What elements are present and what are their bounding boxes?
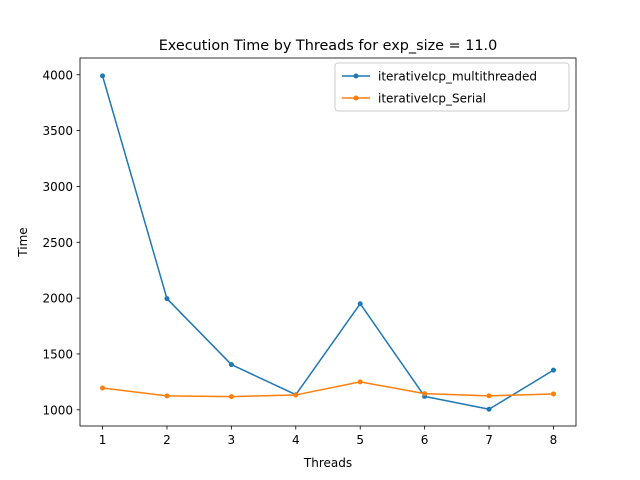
x-tick-label: 6 — [421, 433, 429, 447]
data-point — [228, 394, 234, 400]
data-point — [357, 379, 363, 385]
data-point — [100, 385, 106, 391]
y-axis-label: Time — [16, 227, 30, 257]
legend-label: iterativeIcp_Serial — [378, 92, 486, 106]
legend-label: iterativeIcp_multithreaded — [378, 70, 537, 84]
series-line — [101, 75, 554, 410]
x-tick-label: 4 — [292, 433, 300, 447]
data-point — [422, 391, 428, 397]
y-tick-label: 3500 — [42, 124, 73, 138]
legend-box — [334, 62, 570, 112]
legend-marker — [353, 73, 359, 79]
data-point — [228, 362, 234, 368]
legend: iterativeIcp_multithreaded iterativeIcp_S… — [334, 62, 570, 112]
y-tick-label: 1000 — [42, 403, 73, 417]
data-point — [293, 392, 299, 398]
x-axis-label: Threads — [303, 456, 352, 470]
data-point — [357, 301, 363, 307]
x-tick-label: 1 — [99, 433, 107, 447]
x-tick-label: 3 — [228, 433, 236, 447]
data-point — [486, 393, 492, 399]
y-tick-label: 3000 — [42, 180, 73, 194]
x-tick-label: 5 — [356, 433, 364, 447]
data-point — [164, 393, 170, 399]
x-tick-label: 8 — [550, 433, 558, 447]
data-point — [100, 73, 106, 79]
x-tick-label: 7 — [485, 433, 493, 447]
x-tick-label: 2 — [163, 433, 171, 447]
y-tick-label: 2000 — [42, 292, 73, 306]
chart-title: Execution Time by Threads for exp_size =… — [159, 38, 498, 54]
data-point — [550, 367, 556, 373]
y-axis: 1000 1500 2000 2500 3000 3500 4000 — [42, 68, 80, 417]
x-axis: 1 2 3 4 5 6 7 8 — [99, 426, 558, 447]
series-layer — [100, 73, 556, 412]
series-2 — [100, 379, 556, 400]
legend-marker — [353, 95, 359, 101]
data-point — [550, 391, 556, 397]
data-point — [164, 296, 170, 302]
data-point — [486, 406, 492, 412]
series-line — [102, 381, 554, 398]
y-tick-label: 1500 — [42, 347, 73, 361]
y-tick-label: 4000 — [42, 68, 73, 82]
y-tick-label: 2500 — [42, 236, 73, 250]
